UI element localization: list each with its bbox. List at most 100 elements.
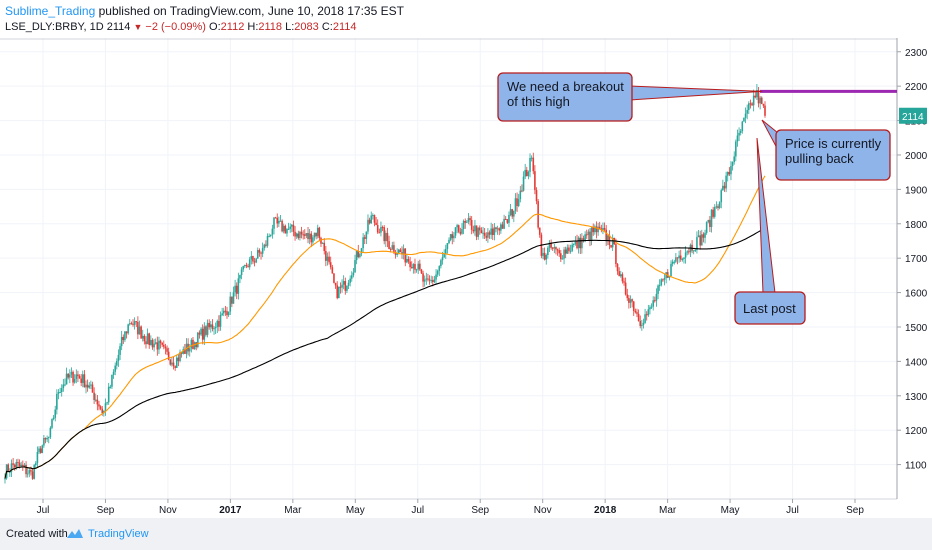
candle-body: [453, 235, 455, 239]
candle-body: [39, 448, 42, 453]
candle: [735, 139, 737, 162]
candle-body: [235, 285, 238, 294]
candle: [10, 459, 13, 478]
time-tick-label: Mar: [284, 505, 302, 516]
candle-body: [256, 250, 259, 259]
candle: [430, 275, 432, 284]
candle-body: [326, 256, 329, 261]
candle: [25, 461, 27, 478]
candle: [117, 349, 120, 367]
candle: [739, 128, 742, 136]
candle: [747, 101, 750, 114]
candle-body: [553, 247, 556, 249]
candle: [691, 240, 693, 254]
candle: [334, 282, 337, 289]
candle: [757, 87, 760, 108]
candle-body: [213, 328, 215, 330]
candle-body: [279, 220, 282, 222]
candle: [469, 215, 471, 226]
candle-body: [325, 250, 327, 261]
candle-body: [43, 437, 45, 446]
candle-body: [370, 215, 373, 224]
candle: [462, 219, 465, 235]
pullback-callout-box: [775, 129, 891, 181]
candle: [399, 248, 402, 253]
candle: [198, 330, 201, 339]
candle-body: [480, 230, 483, 234]
candle: [26, 467, 29, 478]
candle-body: [402, 248, 405, 255]
candle: [744, 107, 747, 124]
candle: [491, 223, 494, 241]
candle: [234, 279, 236, 297]
candle: [378, 228, 381, 234]
candle-body: [287, 228, 290, 230]
candle-body: [576, 240, 578, 249]
candle: [587, 229, 590, 240]
candle: [760, 96, 763, 105]
candle: [135, 321, 138, 328]
candle: [629, 295, 632, 309]
candle: [662, 278, 664, 282]
candle-body: [522, 176, 525, 191]
open-label: O:: [209, 21, 221, 33]
candle: [579, 233, 582, 255]
candle: [705, 221, 708, 235]
candle-body: [487, 232, 489, 238]
candle: [276, 213, 279, 228]
candle: [56, 389, 58, 415]
author-link[interactable]: Sublime_Trading: [5, 4, 96, 18]
candle-body: [665, 272, 667, 279]
candle-body: [51, 419, 53, 428]
candle: [576, 234, 578, 250]
candle: [676, 257, 679, 265]
moving-average-black: [4, 228, 766, 479]
candle: [624, 277, 627, 296]
candle: [85, 380, 87, 394]
candle: [22, 460, 24, 471]
candle-body: [88, 385, 91, 388]
candle: [49, 426, 52, 439]
candle-body: [284, 225, 287, 234]
last-price-tag: [899, 107, 927, 124]
tradingview-brand-link[interactable]: TradingView: [88, 528, 149, 540]
candle-body: [743, 117, 745, 122]
candle: [655, 288, 658, 307]
candle: [572, 243, 575, 248]
candle: [603, 222, 606, 232]
candle-body: [78, 376, 81, 379]
candle: [94, 393, 97, 402]
candle: [359, 253, 361, 259]
candle: [355, 250, 358, 265]
candle: [75, 369, 78, 384]
candle-body: [350, 275, 353, 279]
candle-body: [569, 250, 572, 252]
candle: [252, 255, 254, 265]
candle: [148, 332, 151, 349]
candle-body: [349, 278, 351, 283]
candle: [692, 250, 695, 255]
candle: [404, 248, 407, 267]
candle-body: [81, 374, 84, 383]
candle: [702, 232, 705, 243]
time-axis[interactable]: Jul Sep Nov 2017 Mar May Jul Sep Nov 2018 Mar May Ju…: [37, 499, 865, 516]
candle: [530, 155, 533, 162]
candle-body: [490, 228, 492, 235]
candle-body: [456, 225, 458, 228]
candle-body: [9, 471, 11, 473]
candle-body: [355, 251, 358, 261]
candle: [269, 234, 272, 238]
candle: [111, 374, 113, 390]
candle-body: [508, 214, 510, 223]
candle: [749, 99, 752, 109]
candle-body: [603, 228, 606, 230]
price-tick-label: 1400: [905, 357, 928, 368]
candle: [600, 224, 603, 233]
candle-body: [158, 340, 160, 350]
candle: [590, 227, 593, 246]
candle-body: [466, 221, 468, 223]
candle-body: [472, 229, 475, 232]
price-chart[interactable]: 1100 1200 1300 1400 1500 1600 1700 1800 1900 2000…: [0, 38, 932, 518]
candle-body: [62, 384, 65, 389]
moving-average-orange: [4, 175, 766, 479]
